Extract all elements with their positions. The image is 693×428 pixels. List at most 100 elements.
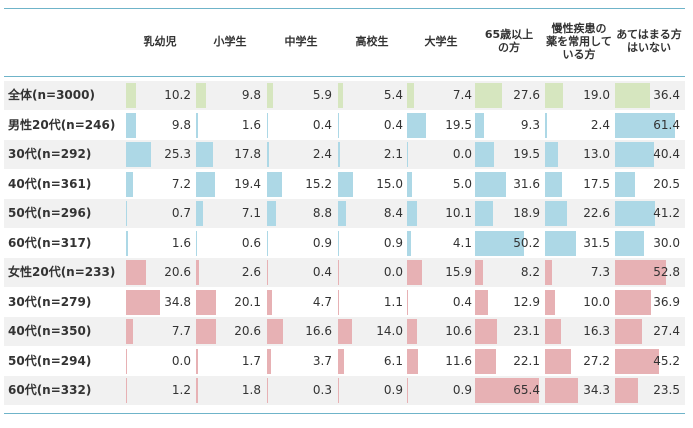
- bar: [267, 83, 273, 108]
- bar: [338, 201, 347, 226]
- bottom-rule: [4, 412, 685, 414]
- data-label: 40.4: [653, 147, 680, 161]
- row-label: 30代(n=279): [8, 294, 92, 309]
- bar: [545, 319, 561, 344]
- data-label: 9.8: [171, 117, 191, 132]
- row-background: [4, 140, 685, 169]
- data-label: 27.4: [653, 324, 680, 338]
- bar: [126, 289, 160, 315]
- bar: [475, 260, 483, 285]
- data-label: 17.8: [234, 147, 261, 161]
- data-label: 7.2: [171, 176, 191, 191]
- bar: [196, 112, 198, 138]
- data-label: 0.9: [383, 235, 403, 250]
- data-label: 10.2: [164, 88, 191, 102]
- data-label: 20.6: [234, 324, 261, 338]
- data-label: 34.3: [583, 383, 610, 397]
- bar: [615, 378, 638, 403]
- data-label: 1.2: [171, 383, 191, 397]
- bar: [338, 112, 339, 138]
- data-label: 0.9: [452, 383, 472, 397]
- bar: [615, 319, 642, 344]
- bar: [338, 289, 340, 315]
- bar: [407, 348, 419, 374]
- data-label: 0.4: [312, 117, 332, 132]
- bar: [615, 260, 667, 285]
- bar: [545, 289, 555, 315]
- bar: [407, 378, 408, 403]
- bar: [545, 201, 567, 226]
- data-label: 34.8: [164, 294, 191, 309]
- data-label: 25.3: [164, 147, 191, 161]
- column-header: 高校生: [355, 34, 389, 48]
- bar: [338, 142, 341, 167]
- data-label: 23.5: [653, 383, 680, 397]
- row-background: [4, 81, 685, 110]
- bar: [126, 260, 146, 285]
- bar: [196, 348, 198, 374]
- row-label: 60代(n=332): [8, 383, 92, 397]
- bar: [407, 112, 426, 138]
- data-label: 0.4: [452, 294, 472, 309]
- bar: [407, 142, 408, 167]
- data-label: 19.5: [513, 147, 540, 161]
- data-label: 19.0: [583, 88, 610, 102]
- data-label: 14.0: [376, 324, 403, 338]
- bar: [126, 171, 133, 197]
- bar: [338, 230, 339, 256]
- bar: [126, 348, 127, 374]
- data-label: 41.2: [653, 206, 680, 220]
- bar: [475, 201, 494, 226]
- data-label: 0.4: [312, 265, 332, 279]
- bar: [126, 201, 127, 226]
- data-label: 22.6: [583, 206, 610, 220]
- data-label: 12.9: [513, 294, 540, 309]
- data-label: 7.1: [241, 206, 261, 220]
- bar: [615, 289, 651, 315]
- bar: [338, 260, 339, 285]
- bar: [196, 142, 214, 167]
- bar: [407, 260, 423, 285]
- data-label: 9.3: [520, 117, 540, 132]
- data-label: 8.2: [520, 265, 540, 279]
- data-label: 6.1: [383, 353, 403, 368]
- data-label: 5.4: [383, 88, 403, 102]
- data-label: 23.1: [513, 324, 540, 338]
- data-label: 20.5: [653, 176, 680, 191]
- bar: [545, 230, 576, 256]
- bar: [126, 378, 128, 403]
- bar: [338, 348, 344, 374]
- data-label: 8.4: [383, 206, 403, 220]
- bar: [475, 112, 485, 138]
- bar: [475, 348, 497, 374]
- data-label: 0.4: [383, 117, 403, 132]
- bar: [196, 289, 216, 315]
- bar: [615, 201, 656, 226]
- data-label: 27.2: [583, 353, 610, 368]
- row-label: 30代(n=292): [8, 147, 92, 161]
- bar: [196, 230, 197, 256]
- top-rule: [4, 8, 685, 9]
- data-label: 16.6: [305, 324, 332, 338]
- bar: [545, 348, 572, 374]
- data-label: 2.4: [312, 147, 332, 161]
- data-label: 15.2: [305, 176, 332, 191]
- bar: [407, 201, 417, 226]
- data-label: 19.4: [234, 176, 261, 191]
- bar: [475, 378, 539, 403]
- bar: [615, 171, 635, 197]
- bar: [338, 378, 339, 403]
- data-label: 0.7: [171, 206, 191, 220]
- data-label: 20.6: [164, 265, 191, 279]
- bar: [475, 142, 494, 167]
- row-label: 60代(n=317): [8, 235, 92, 250]
- bar: [475, 230, 524, 256]
- data-label: 4.7: [312, 294, 332, 309]
- data-label: 45.2: [653, 353, 680, 368]
- bar: [407, 289, 408, 315]
- bar: [126, 230, 128, 256]
- data-label: 50.2: [513, 235, 540, 250]
- row-label: 40代(n=361): [8, 176, 92, 191]
- data-label: 0.9: [312, 235, 332, 250]
- data-label: 3.7: [312, 353, 332, 368]
